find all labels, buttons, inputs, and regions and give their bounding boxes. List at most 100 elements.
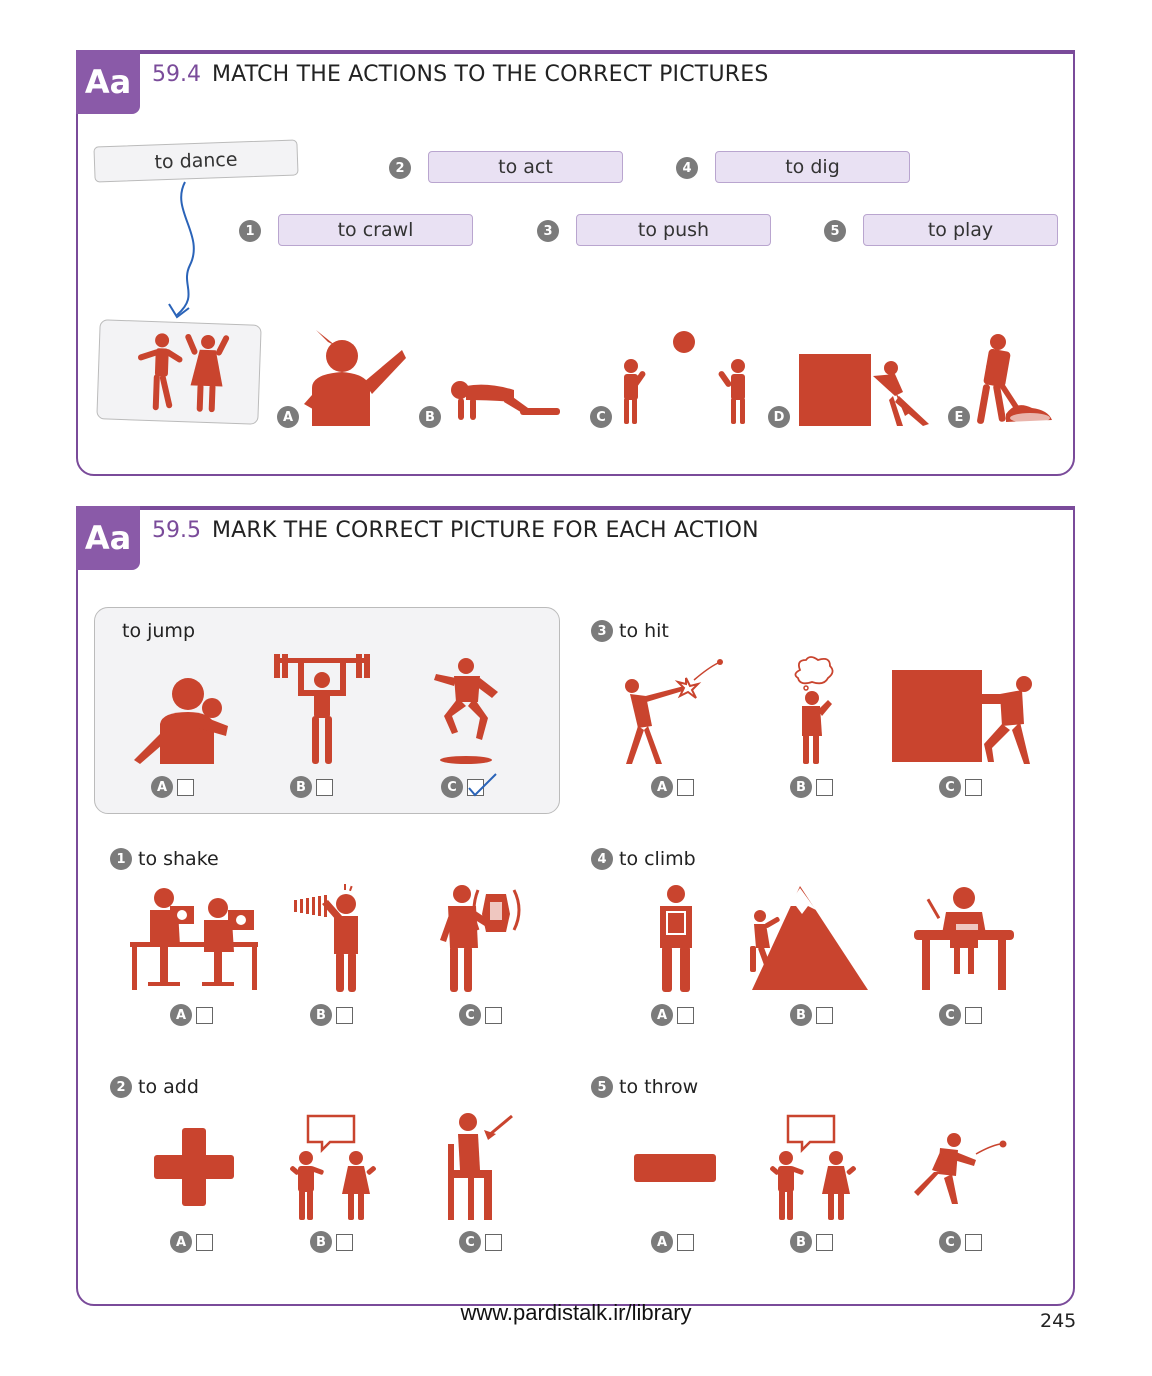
option-letter: C (441, 776, 463, 798)
option-checkbox[interactable] (196, 1233, 213, 1251)
picture-letter: A (277, 406, 299, 428)
shaking-bottle-icon (440, 885, 521, 992)
label-to-dig[interactable]: to dig (715, 151, 910, 183)
label-to-crawl[interactable]: to crawl (278, 214, 473, 246)
standing-backpack-icon (660, 885, 692, 992)
option-b[interactable]: B (310, 1004, 353, 1026)
picture-e-dig-icon (977, 334, 1052, 424)
picture-a-actor-icon (304, 330, 406, 426)
dancers-icon (137, 333, 230, 413)
option-letter: A (170, 1004, 192, 1026)
option-a[interactable]: A (151, 776, 194, 798)
option-b[interactable]: B (790, 1231, 833, 1253)
checkmark-icon (468, 772, 497, 796)
option-checkbox[interactable] (336, 1006, 353, 1024)
jumper-icon (434, 658, 498, 764)
sitting-person-icon (448, 1113, 513, 1220)
option-c[interactable]: C (459, 1004, 502, 1026)
question-1-label: 1 to shake (110, 848, 219, 870)
option-checkbox[interactable] (677, 1006, 694, 1024)
option-a[interactable]: A (651, 1004, 694, 1026)
question-text: to add (138, 1076, 199, 1098)
question-5-label: 5 to throw (591, 1076, 698, 1098)
option-letter: A (170, 1231, 192, 1253)
option-checkbox[interactable] (677, 778, 694, 796)
picture-c-ball-play-icon (624, 331, 745, 424)
option-letter: B (790, 1004, 812, 1026)
option-checkbox[interactable] (816, 778, 833, 796)
question-text: to shake (138, 848, 219, 870)
option-letter: C (459, 1231, 481, 1253)
option-checkbox[interactable] (485, 1006, 502, 1024)
option-c[interactable]: C (441, 772, 497, 798)
item-number: 1 (239, 220, 261, 242)
mountain-climber-icon (750, 886, 868, 990)
option-a[interactable]: A (651, 1231, 694, 1253)
section-top-border (76, 506, 1075, 510)
exercise-title: MATCH THE ACTIONS TO THE CORRECT PICTURE… (212, 62, 769, 87)
option-letter: A (651, 776, 673, 798)
option-checkbox[interactable] (177, 778, 194, 796)
footer-url: www.pardistalk.ir/library (460, 1300, 692, 1325)
option-checkbox-checked[interactable] (467, 772, 497, 796)
option-letter: B (290, 776, 312, 798)
question-number: 5 (591, 1076, 613, 1098)
option-b[interactable]: B (790, 776, 833, 798)
picture-d-push-icon (799, 354, 929, 426)
option-b[interactable]: B (310, 1231, 353, 1253)
option-checkbox[interactable] (816, 1233, 833, 1251)
option-a[interactable]: A (651, 776, 694, 798)
option-checkbox[interactable] (316, 778, 333, 796)
option-c[interactable]: C (939, 1231, 982, 1253)
option-checkbox[interactable] (677, 1233, 694, 1251)
option-checkbox[interactable] (196, 1006, 213, 1024)
label-to-play[interactable]: to play (863, 214, 1058, 246)
exercise-59-4: Aa 59.4 MATCH THE ACTIONS TO THE CORRECT… (76, 50, 1075, 476)
item-number: 5 (824, 220, 846, 242)
exercise-59-5: Aa 59.5 MARK THE CORRECT PICTURE FOR EAC… (76, 506, 1075, 1306)
option-a[interactable]: A (170, 1004, 213, 1026)
label-to-act[interactable]: to act (428, 151, 623, 183)
example-label-box: to dance (93, 139, 299, 183)
option-checkbox[interactable] (816, 1006, 833, 1024)
option-b[interactable]: B (290, 776, 333, 798)
weightlifter-icon (274, 654, 370, 764)
question-4-label: 4 to climb (591, 848, 696, 870)
question-text: to climb (619, 848, 696, 870)
talking-people-icon (290, 1114, 376, 1220)
option-checkbox[interactable] (965, 1233, 982, 1251)
exercise-number: 59.5 (152, 518, 201, 543)
picture-letter: B (419, 406, 441, 428)
batter-icon (625, 659, 723, 764)
option-a[interactable]: A (170, 1231, 213, 1253)
studying-person-icon (914, 887, 1014, 990)
option-letter: C (939, 1231, 961, 1253)
aa-badge: Aa (76, 506, 140, 570)
talking-people-icon (770, 1114, 856, 1220)
option-letter: C (459, 1004, 481, 1026)
exercise-title: MARK THE CORRECT PICTURE FOR EACH ACTION (212, 518, 759, 543)
question-number: 2 (110, 1076, 132, 1098)
picture-letter: E (948, 406, 970, 428)
question-label: to jump (122, 620, 195, 642)
option-c[interactable]: C (459, 1231, 502, 1253)
item-number: 2 (389, 157, 411, 179)
option-checkbox[interactable] (336, 1233, 353, 1251)
plus-sign-icon (154, 1128, 234, 1206)
option-letter: B (790, 1231, 812, 1253)
option-checkbox[interactable] (965, 778, 982, 796)
option-letter: B (310, 1004, 332, 1026)
option-b[interactable]: B (790, 1004, 833, 1026)
question-text: to jump (122, 620, 196, 642)
option-letter: B (790, 776, 812, 798)
option-checkbox[interactable] (485, 1233, 502, 1251)
question-number: 3 (591, 620, 613, 642)
question-text: to throw (619, 1076, 699, 1098)
option-c[interactable]: C (939, 776, 982, 798)
label-to-push[interactable]: to push (576, 214, 771, 246)
office-workers-icon (130, 888, 258, 990)
question-2-label: 2 to add (110, 1076, 199, 1098)
option-c[interactable]: C (939, 1004, 982, 1026)
option-letter: B (310, 1231, 332, 1253)
option-checkbox[interactable] (965, 1006, 982, 1024)
